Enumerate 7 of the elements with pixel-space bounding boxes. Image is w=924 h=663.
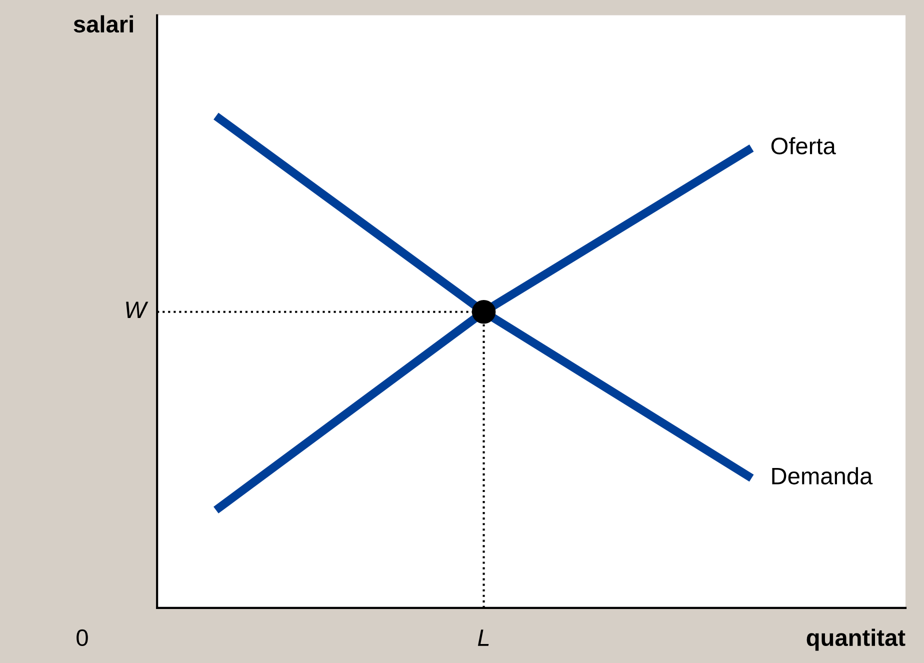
y-axis-title: salari (74, 15, 133, 33)
text: L (478, 630, 489, 646)
ref-line-label: W (126, 302, 148, 318)
series-label: Demanda (772, 467, 873, 484)
x-axis-title: quantitat (806, 628, 906, 651)
text: 0 (76, 629, 88, 646)
series-label: Oferta (771, 137, 836, 154)
